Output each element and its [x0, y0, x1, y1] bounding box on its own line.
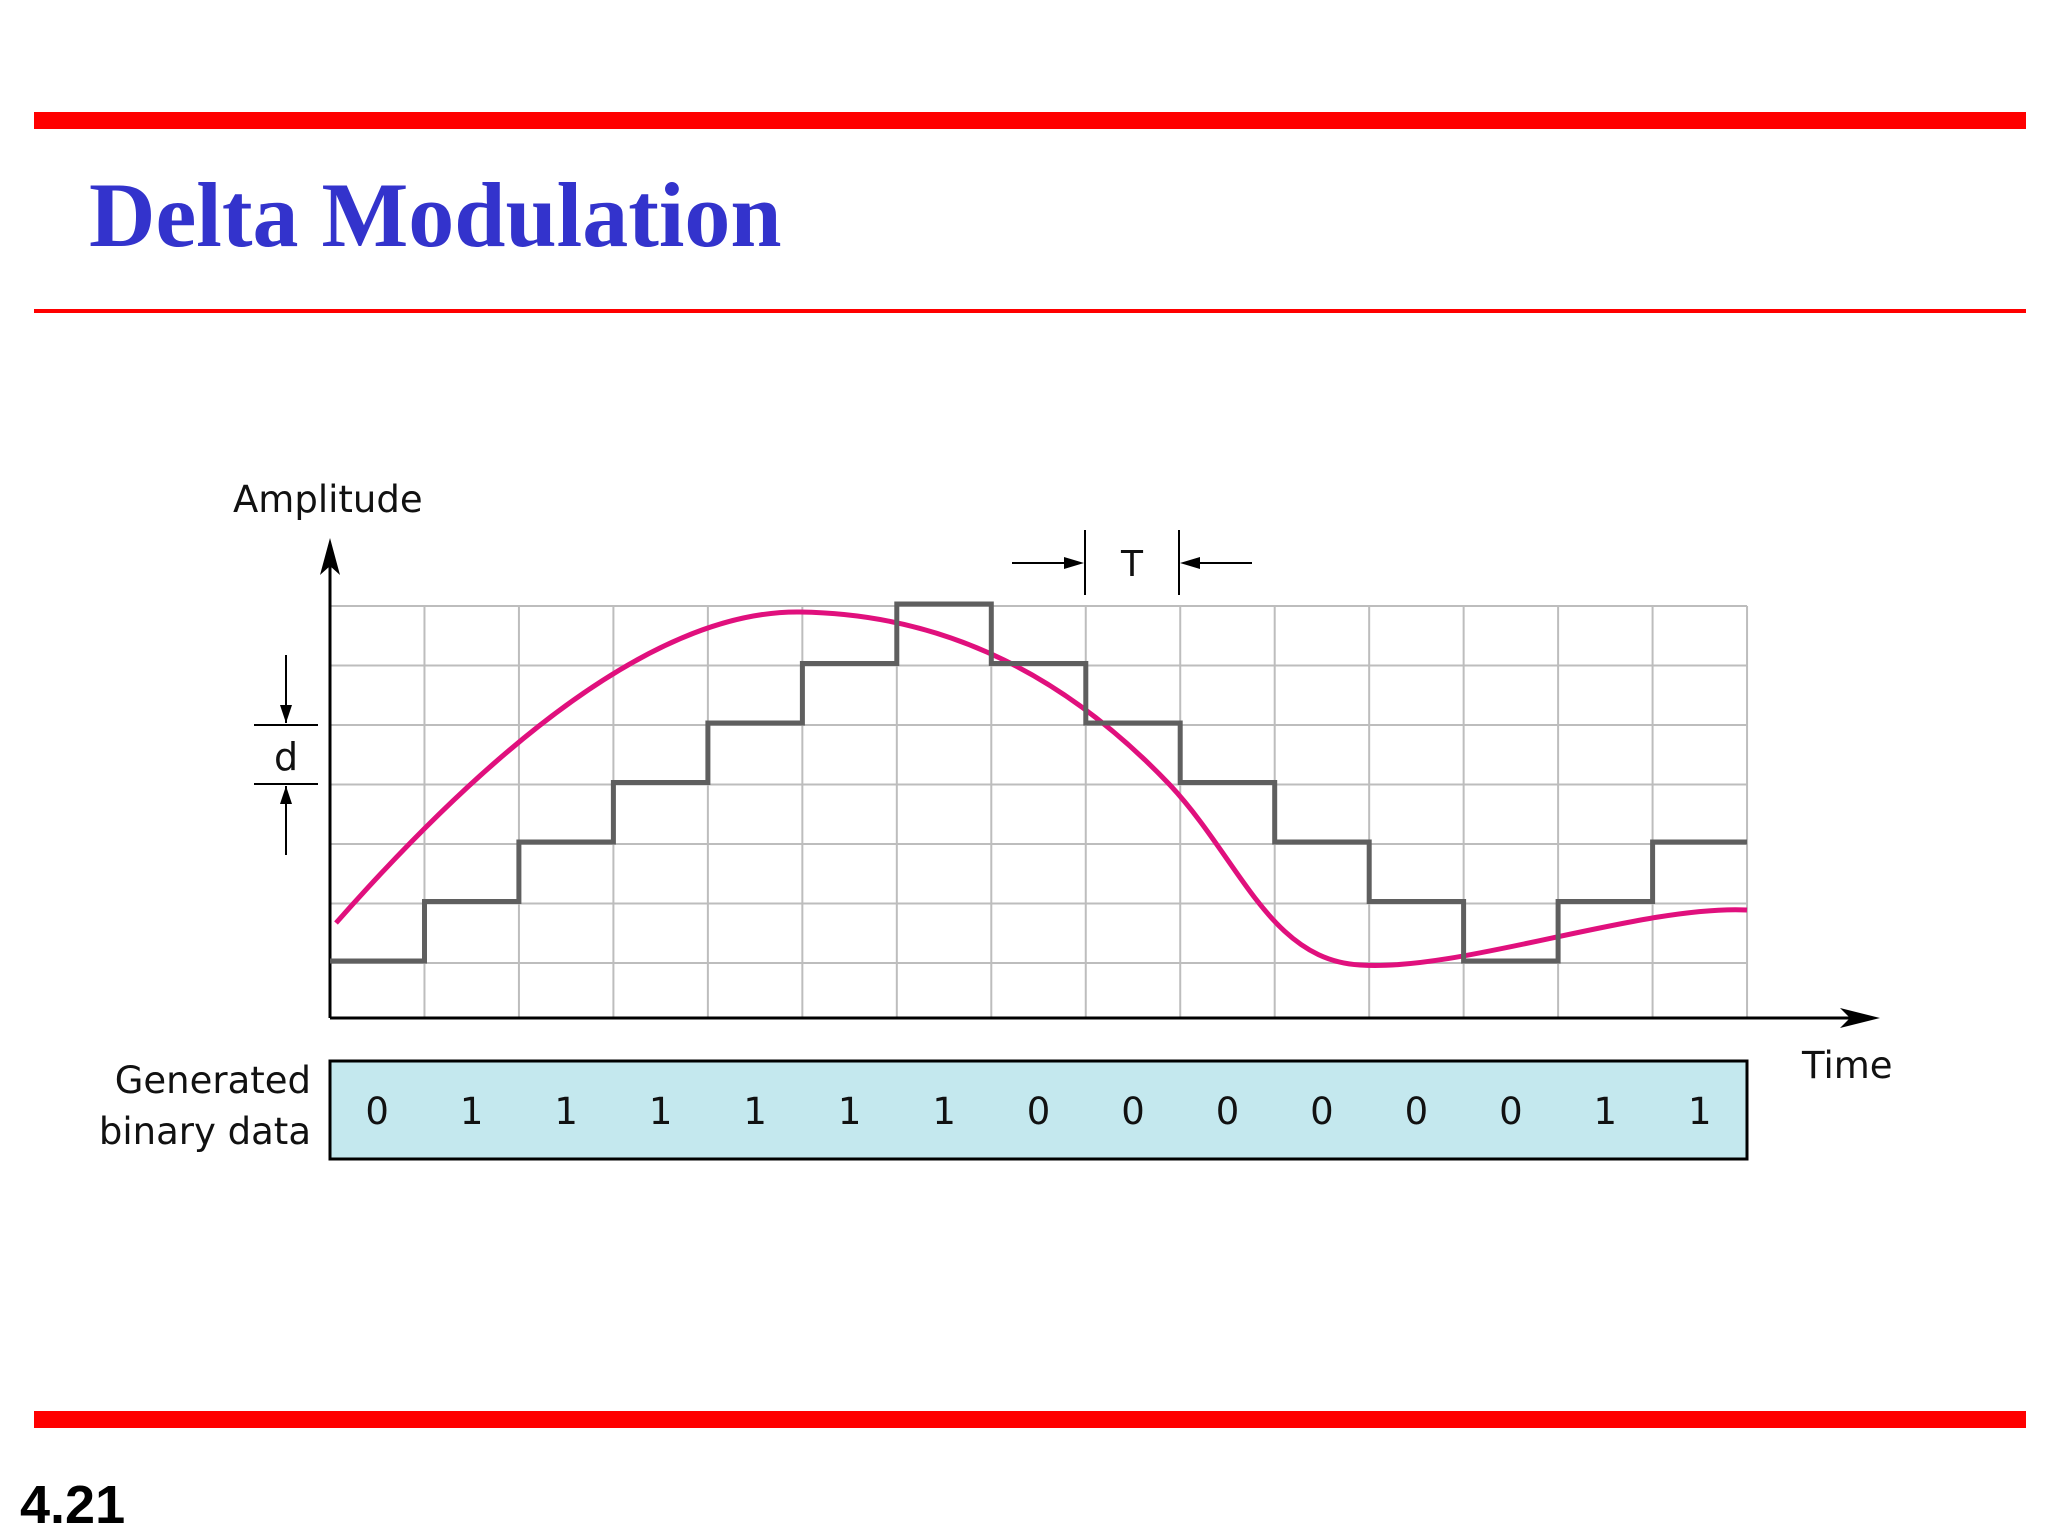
binary-digit: 1	[554, 1090, 578, 1133]
bottom-red-rule	[34, 1411, 2026, 1428]
binary-digit: 0	[365, 1090, 389, 1133]
binary-label-line2: binary data	[99, 1110, 311, 1153]
binary-digit: 0	[1310, 1090, 1334, 1133]
binary-digit: 1	[649, 1090, 673, 1133]
left-arrow-icon	[1180, 557, 1200, 569]
analog-signal-curve	[334, 609, 1748, 969]
right-arrow-icon	[1064, 557, 1084, 569]
binary-digit: 0	[1121, 1090, 1145, 1133]
slide-title: Delta Modulation	[89, 164, 782, 266]
slide-number: 4.21	[20, 1475, 126, 1535]
binary-digit: 0	[1216, 1090, 1240, 1133]
period-indicator: T	[1012, 530, 1252, 595]
binary-digit: 1	[1594, 1090, 1618, 1133]
staircase-approximation	[330, 601, 1747, 964]
binary-digit: 0	[1405, 1090, 1429, 1133]
step-label: d	[274, 735, 298, 779]
top-red-rule	[34, 112, 2026, 129]
period-label: T	[1120, 544, 1144, 585]
grid	[330, 605, 1749, 1018]
binary-digit: 1	[460, 1090, 484, 1133]
staircase-line	[330, 601, 1747, 964]
binary-label-line1: Generated	[115, 1059, 311, 1102]
x-axis-label: Time	[1801, 1044, 1893, 1087]
binary-digit: 1	[838, 1090, 862, 1133]
x-axis-arrow-icon	[1840, 1008, 1880, 1028]
binary-digit: 1	[932, 1090, 956, 1133]
down-arrow-icon	[280, 705, 292, 723]
binary-digit: 0	[1027, 1090, 1051, 1133]
title-underline-rule	[34, 309, 2026, 313]
binary-data-values: 0 1 1 1 1 1 1 0 0 0 0 0 0 1 1	[365, 1090, 1711, 1133]
up-arrow-icon	[280, 786, 292, 804]
step-size-indicator: d	[254, 655, 318, 855]
binary-digit: 1	[743, 1090, 767, 1133]
y-axis-label: Amplitude	[233, 478, 423, 521]
y-axis-arrow-icon	[320, 538, 340, 575]
binary-digit: 1	[1688, 1090, 1712, 1133]
binary-data-box	[328, 1059, 1749, 1161]
binary-digit: 0	[1499, 1090, 1523, 1133]
